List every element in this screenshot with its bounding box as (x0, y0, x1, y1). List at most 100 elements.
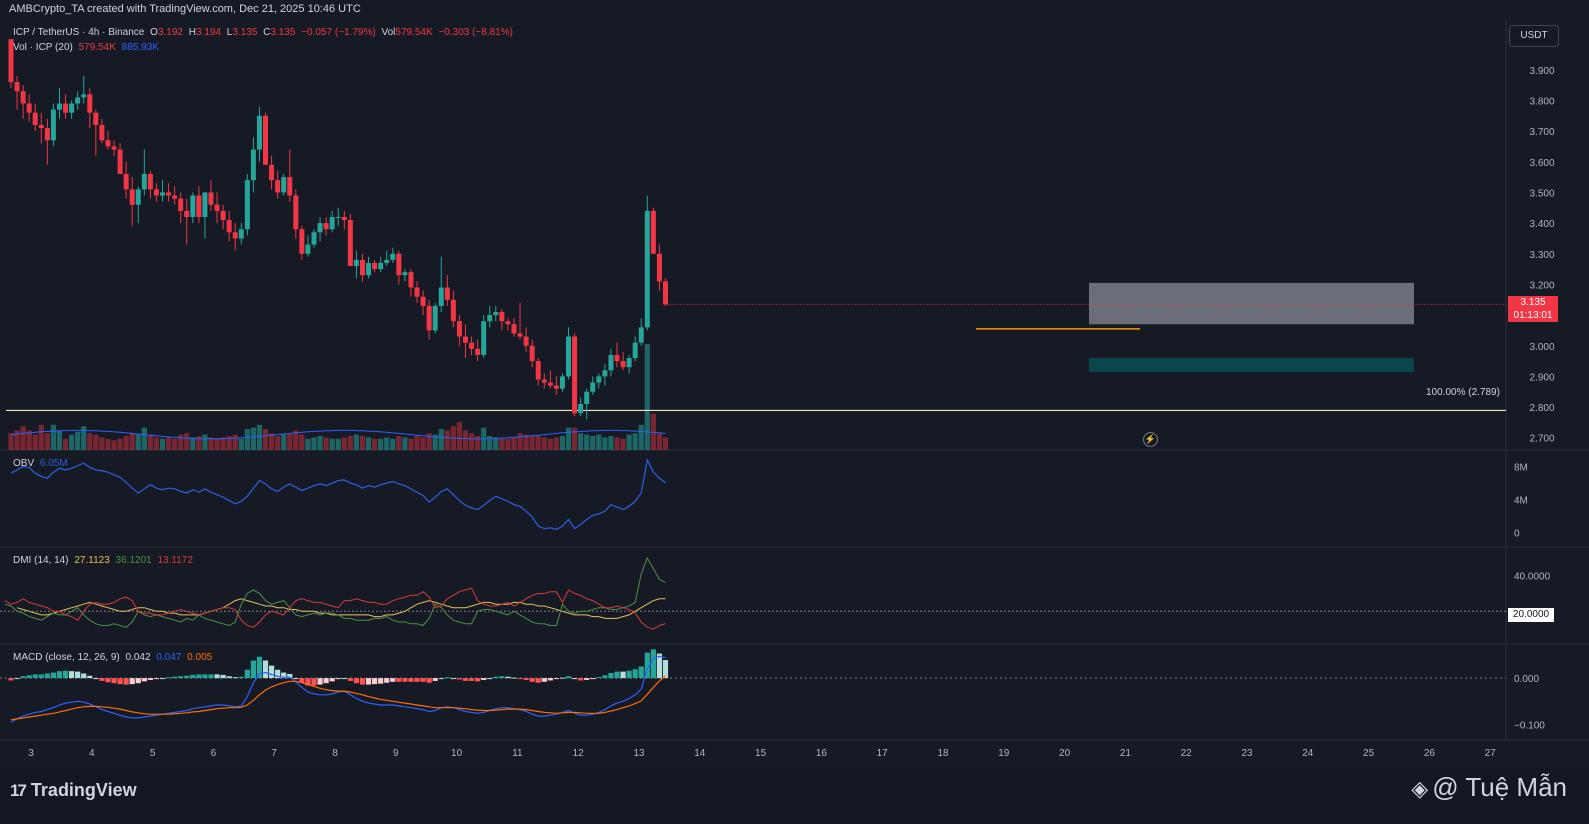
ohlc-o-label: O (150, 27, 158, 38)
macd-label: MACD (close, 12, 26, 9) (13, 652, 120, 663)
macd-histogram-bar (584, 678, 590, 680)
volume-bar (172, 438, 178, 450)
macd-histogram-bar (656, 653, 663, 679)
macd-histogram-bar (275, 669, 281, 679)
macd-histogram-bar (505, 676, 511, 679)
volume-bar (529, 436, 535, 450)
candle-body (396, 253, 402, 276)
volume-bar (190, 437, 196, 450)
candle-body (450, 299, 456, 322)
macd-histogram-bar (87, 675, 93, 679)
candle-body (626, 358, 632, 368)
vol-change: −0.303 (−8.81%) (438, 27, 513, 38)
volume-bar (523, 434, 529, 450)
volume-bar (87, 433, 93, 450)
volume-bar (620, 438, 626, 450)
currency-button[interactable]: USDT (1509, 25, 1559, 47)
top-attribution-bar: AMBCrypto_TA created with TradingView.co… (0, 0, 1589, 19)
price-tick-label: 3.300 (1529, 250, 1554, 261)
volume-bar (8, 433, 14, 450)
macd-histogram-bar (335, 678, 341, 680)
lightning-icon[interactable]: ⚡ (1143, 432, 1158, 447)
volume-bar (62, 438, 69, 450)
volume-bar (493, 437, 499, 450)
obv-line (10, 457, 666, 531)
volume-bar (184, 433, 190, 450)
macd-histogram-bar (468, 678, 475, 681)
macd-signal-line (10, 675, 666, 721)
price-tick-label: 3.200 (1529, 280, 1554, 291)
macd-histogram-bar (305, 678, 311, 686)
macd-histogram-bar (559, 677, 566, 679)
volume-bar (420, 437, 426, 450)
macd-histogram-bar (178, 676, 184, 679)
macd-histogram-bar (268, 665, 275, 679)
time-tick-label: 20 (1059, 748, 1071, 759)
candle-body (420, 296, 426, 306)
volume-bar (105, 438, 111, 450)
candle-body (50, 109, 56, 141)
volume-bar (584, 434, 590, 450)
macd-histogram-bar (153, 678, 160, 680)
macd-histogram-bar (56, 671, 63, 679)
macd-histogram-bar (250, 660, 256, 679)
macd-signal-value: 0.005 (187, 652, 213, 663)
volume-bar (81, 426, 87, 450)
chart-canvas[interactable]: 4.0003.9003.8003.7003.6003.5003.4003.300… (0, 0, 1589, 766)
macd-histogram-bar (129, 678, 135, 685)
candle-body (541, 379, 547, 383)
volume-bar (93, 434, 99, 450)
volume-bar (638, 424, 644, 450)
candle-body (75, 97, 81, 104)
candle-body (402, 272, 408, 276)
volume-bar (408, 438, 414, 450)
candle-body (578, 404, 584, 414)
volume-bar (341, 437, 347, 450)
candle-body (584, 391, 590, 405)
candle-body (105, 140, 111, 147)
macd-histogram-bar (44, 673, 50, 679)
volume-bar (129, 433, 135, 450)
candle-body (196, 195, 202, 217)
macd-histogram-bar (172, 676, 178, 679)
candle-body (323, 223, 329, 230)
candle-body (317, 223, 323, 233)
volume-bar (468, 433, 475, 450)
candle-body (602, 370, 608, 377)
volume-bar (402, 437, 408, 450)
macd-histogram-bar (378, 678, 384, 684)
macd-histogram-bar (481, 678, 487, 680)
macd-histogram-bar (214, 674, 220, 679)
macd-histogram-bar (535, 678, 541, 683)
obv-legend: OBV 6.05M (13, 458, 71, 469)
currency-button-label: USDT (1520, 30, 1548, 41)
volume-bar (75, 431, 81, 450)
macd-histogram-bar (75, 671, 81, 679)
candle-body (256, 115, 262, 150)
candle-body (614, 354, 620, 362)
volume-bar (614, 437, 620, 450)
macd-histogram-bar (202, 674, 208, 679)
candle-body (529, 345, 535, 362)
price-tick-label: 3.600 (1529, 158, 1554, 169)
macd-hist-value: 0.042 (125, 652, 151, 663)
macd-histogram-bar (196, 674, 202, 679)
candle-body (287, 177, 293, 196)
volume-bar (323, 437, 329, 450)
volume-bar (456, 422, 463, 450)
price-tick-label: 3.400 (1529, 219, 1554, 230)
macd-histogram-bar (20, 676, 26, 679)
volume-bar (281, 434, 287, 450)
time-tick-label: 23 (1241, 748, 1253, 759)
candle-body (650, 210, 656, 254)
volume-bar (232, 434, 238, 450)
volume-bar (238, 438, 244, 450)
macd-histogram-bar (159, 678, 166, 680)
candle-body (44, 128, 50, 141)
volume-bar (384, 437, 390, 450)
volume-bar (541, 437, 547, 450)
ohlc-o-value: 3.192 (157, 27, 183, 38)
tradingview-logo[interactable]: 17 TradingView (10, 780, 137, 801)
macd-histogram-bar (396, 678, 402, 682)
candle-body (281, 177, 287, 193)
